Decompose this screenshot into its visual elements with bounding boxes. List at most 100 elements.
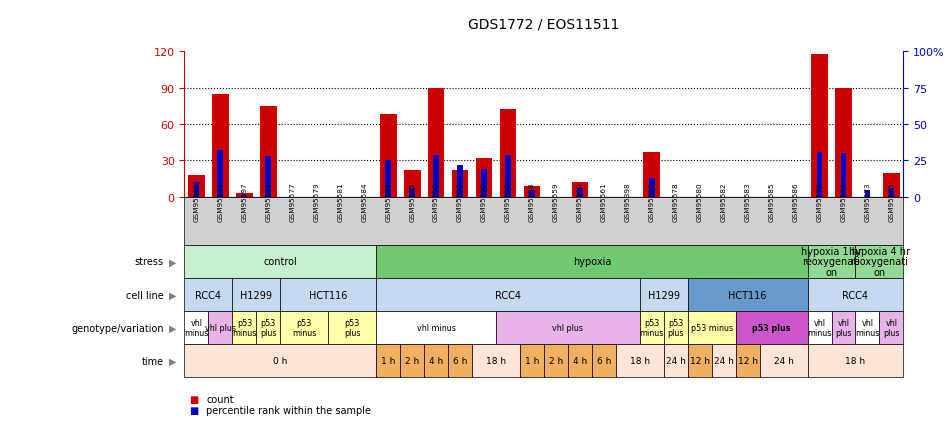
Text: 18 h: 18 h [486, 357, 506, 365]
Text: 0 h: 0 h [273, 357, 288, 365]
Bar [505, 155, 511, 197]
Text: GSM95561: GSM95561 [601, 182, 607, 221]
Text: GSM95584: GSM95584 [361, 182, 367, 221]
Text: vhl
minus: vhl minus [855, 319, 880, 337]
Text: ■: ■ [189, 395, 199, 404]
Text: p53 minus: p53 minus [691, 323, 733, 332]
Text: hypoxia: hypoxia [572, 257, 611, 267]
Text: 6 h: 6 h [597, 357, 611, 365]
Text: ▶: ▶ [169, 323, 177, 333]
Text: GSM95551: GSM95551 [265, 182, 272, 221]
Bar [577, 189, 583, 197]
Text: vhl plus: vhl plus [552, 323, 584, 332]
Bar [523, 187, 540, 197]
Text: GSM95581: GSM95581 [337, 182, 343, 221]
Text: hypoxia 1 hr
reoxygenati
on: hypoxia 1 hr reoxygenati on [801, 246, 862, 277]
Text: GSM95573: GSM95573 [865, 182, 870, 221]
Bar [218, 151, 223, 197]
Text: GSM95559: GSM95559 [552, 182, 559, 221]
Bar [188, 176, 205, 197]
Text: 24 h: 24 h [713, 357, 734, 365]
Text: ▶: ▶ [169, 257, 177, 267]
Text: percentile rank within the sample: percentile rank within the sample [206, 405, 371, 415]
Text: control: control [263, 257, 297, 267]
Text: GSM95586: GSM95586 [793, 182, 798, 221]
Text: vhl
minus: vhl minus [807, 319, 832, 337]
Text: p53
plus: p53 plus [260, 319, 276, 337]
Text: GSM95556: GSM95556 [433, 182, 439, 221]
Bar [888, 189, 894, 197]
Text: GSM95558: GSM95558 [529, 182, 535, 221]
Text: p53
plus: p53 plus [344, 319, 360, 337]
Text: GSM95578: GSM95578 [673, 182, 679, 221]
Text: 12 h: 12 h [690, 357, 710, 365]
Bar [451, 171, 468, 197]
Bar [835, 89, 852, 197]
Bar [379, 115, 396, 197]
Text: GSM95398: GSM95398 [624, 182, 631, 221]
Bar [212, 95, 229, 197]
Text: GSM95583: GSM95583 [745, 182, 751, 221]
Text: vhl
minus: vhl minus [184, 319, 209, 337]
Text: H1299: H1299 [240, 290, 272, 300]
Text: 4 h: 4 h [572, 357, 587, 365]
Text: 4 h: 4 h [429, 357, 444, 365]
Bar [643, 153, 660, 197]
Bar [865, 190, 870, 197]
Text: p53
minus: p53 minus [639, 319, 664, 337]
Bar [841, 154, 847, 197]
Text: GSM95549: GSM95549 [218, 182, 223, 221]
Text: RCC4: RCC4 [495, 290, 521, 300]
Text: GSM95585: GSM95585 [768, 182, 775, 221]
Text: 2 h: 2 h [405, 357, 419, 365]
Text: GSM95575: GSM95575 [888, 182, 895, 221]
Text: GSM95397: GSM95397 [241, 182, 248, 221]
Text: GSM95554: GSM95554 [385, 182, 392, 221]
Text: genotype/variation: genotype/variation [71, 323, 164, 333]
Text: GSM95552: GSM95552 [649, 182, 655, 221]
Text: cell line: cell line [126, 290, 164, 300]
Text: time: time [142, 356, 164, 366]
Bar [482, 170, 487, 197]
Text: GSM95396: GSM95396 [481, 182, 487, 221]
Text: ▶: ▶ [169, 356, 177, 366]
Bar [410, 189, 415, 197]
Text: GSM95577: GSM95577 [289, 182, 295, 221]
Bar [260, 107, 277, 197]
Text: H1299: H1299 [648, 290, 680, 300]
Bar [457, 165, 463, 197]
Bar [476, 159, 493, 197]
Text: hypoxia 4 hr
reoxygenati
on: hypoxia 4 hr reoxygenati on [849, 246, 910, 277]
Text: GSM95555: GSM95555 [409, 182, 415, 221]
Text: 1 h: 1 h [381, 357, 395, 365]
Text: GSM95386: GSM95386 [193, 182, 200, 221]
Bar [236, 194, 253, 197]
Bar [241, 196, 247, 197]
Text: GSM95582: GSM95582 [721, 182, 727, 221]
Text: 2 h: 2 h [549, 357, 563, 365]
Text: vhl
plus: vhl plus [835, 319, 851, 337]
Text: GSM95550: GSM95550 [505, 182, 511, 221]
Text: RCC4: RCC4 [843, 290, 868, 300]
Bar [404, 171, 421, 197]
Text: p53 plus: p53 plus [752, 323, 791, 332]
Text: HCT116: HCT116 [309, 290, 347, 300]
Bar [529, 190, 534, 197]
Text: ▶: ▶ [169, 290, 177, 300]
Bar [499, 110, 517, 197]
Bar [385, 161, 391, 197]
Text: p53
plus: p53 plus [668, 319, 684, 337]
Text: HCT116: HCT116 [728, 290, 767, 300]
Text: vhl plus: vhl plus [205, 323, 236, 332]
Text: RCC4: RCC4 [196, 290, 221, 300]
Bar [811, 55, 828, 197]
Text: 18 h: 18 h [630, 357, 650, 365]
Bar [428, 89, 445, 197]
Bar [816, 152, 822, 197]
Text: GSM95557: GSM95557 [457, 182, 464, 221]
Text: GSM95574: GSM95574 [840, 182, 847, 221]
Bar [266, 157, 272, 197]
Text: p53
minus: p53 minus [292, 319, 317, 337]
Text: 24 h: 24 h [774, 357, 794, 365]
Text: count: count [206, 395, 234, 404]
